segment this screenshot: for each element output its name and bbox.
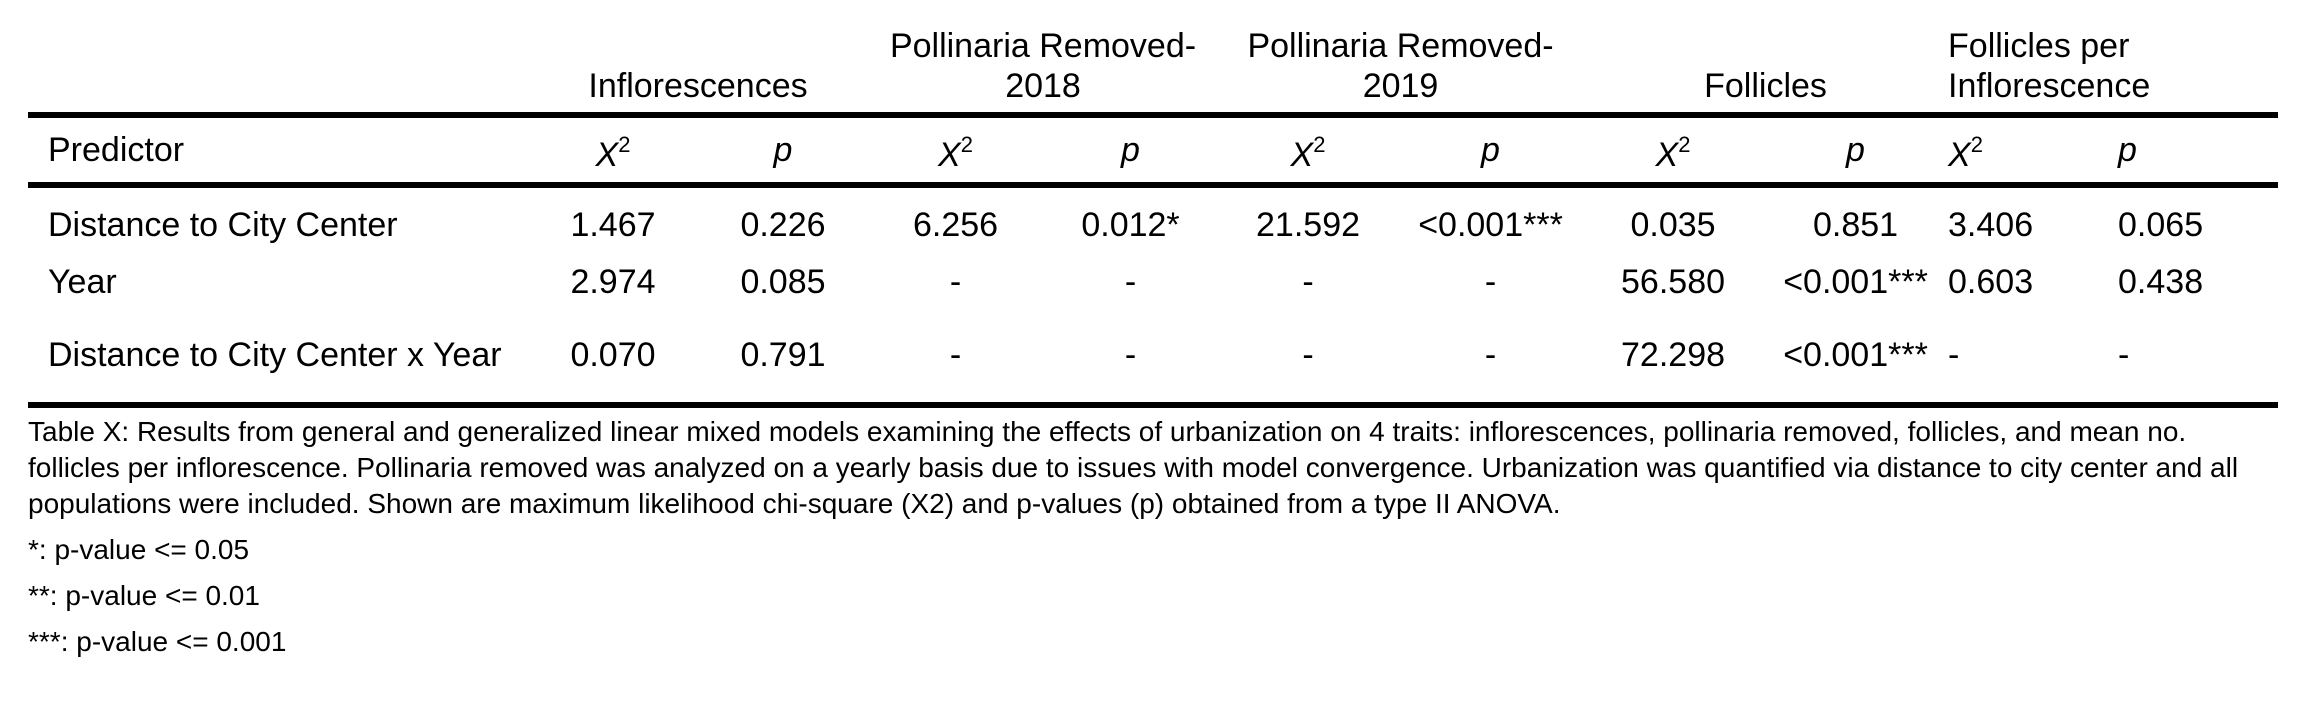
table-row: Year 2.974 0.085 - - - - 56.580 <0.001**… [28, 252, 2278, 312]
results-table-container: Inflorescences Pollinaria Removed-2018 P… [28, 26, 2279, 660]
group-header-follicles-per-inflorescence: Follicles per Inflorescence [1948, 27, 2151, 105]
value-cell: 3.406 [1948, 206, 2034, 244]
value-cell: 0.791 [740, 336, 826, 374]
table-caption: Table X: Results from general and genera… [28, 416, 2239, 519]
subheader-row: Predictor X2 p X2 p X2 p X2 p X2 p [28, 115, 2279, 185]
predictor-cell: Distance to City Center x Year [48, 336, 502, 374]
value-cell: 6.256 [912, 206, 999, 244]
value-cell: - [949, 263, 962, 301]
value-cell: 0.012* [1081, 206, 1180, 244]
results-table: Inflorescences Pollinaria Removed-2018 P… [28, 26, 2279, 408]
stat-header: X2 [1290, 132, 1326, 174]
predictor-cell: Year [48, 263, 117, 301]
group-header-pollinaria-2018: Pollinaria Removed-2018 [889, 27, 1197, 105]
empty-header-cell [28, 26, 528, 115]
value-cell: 0.603 [1948, 263, 2034, 301]
group-header-row: Inflorescences Pollinaria Removed-2018 P… [28, 26, 2278, 115]
value-cell: 1.467 [570, 206, 656, 244]
stat-header: X2 [1655, 132, 1691, 174]
value-cell: 21.592 [1256, 206, 1361, 244]
group-header-follicles: Follicles [1704, 67, 1827, 105]
significance-note: ***: p-value <= 0.001 [28, 626, 287, 657]
value-cell: 2.974 [570, 263, 656, 301]
value-cell: 0.085 [740, 263, 826, 301]
p-header: p [1846, 131, 1865, 169]
value-cell: 0.035 [1630, 206, 1716, 244]
table-row: Distance to City Center x Year 0.070 0.7… [28, 312, 2279, 405]
value-cell: - [1302, 336, 1314, 374]
value-cell: - [1302, 263, 1314, 301]
p-header: p [773, 131, 793, 169]
p-header: p [2118, 131, 2137, 169]
value-cell: 0.070 [570, 336, 656, 374]
predictor-header: Predictor [48, 131, 185, 169]
significance-note: **: p-value <= 0.01 [28, 580, 260, 611]
group-header-inflorescences: Inflorescences [588, 67, 808, 105]
value-cell: - [1124, 263, 1137, 301]
value-cell: - [1484, 336, 1497, 374]
group-header-pollinaria-2019: Pollinaria Removed-2019 [1247, 27, 1554, 105]
stat-header: X2 [1948, 132, 1983, 174]
value-cell: - [1948, 336, 1960, 374]
value-cell: 72.298 [1621, 336, 1726, 374]
significance-note: *: p-value <= 0.05 [28, 534, 250, 565]
value-cell: 0.065 [2118, 206, 2204, 244]
value-cell: 0.226 [740, 206, 826, 244]
p-header: p [1121, 131, 1140, 169]
value-cell: - [1124, 336, 1137, 374]
value-cell: 0.438 [2118, 263, 2204, 301]
p-header: p [1481, 131, 1500, 169]
value-cell: <0.001*** [1418, 206, 1563, 244]
predictor-cell: Distance to City Center [48, 206, 398, 244]
stat-header: X2 [938, 132, 973, 174]
value-cell: 0.851 [1812, 206, 1899, 244]
value-cell: 56.580 [1621, 263, 1726, 301]
stat-header: X2 [595, 132, 631, 174]
value-cell: <0.001*** [1783, 263, 1928, 301]
value-cell: - [2118, 336, 2130, 374]
table-row: Distance to City Center 1.467 0.226 6.25… [28, 185, 2278, 252]
value-cell: <0.001*** [1783, 336, 1928, 374]
value-cell: - [949, 336, 962, 374]
value-cell: - [1484, 263, 1497, 301]
